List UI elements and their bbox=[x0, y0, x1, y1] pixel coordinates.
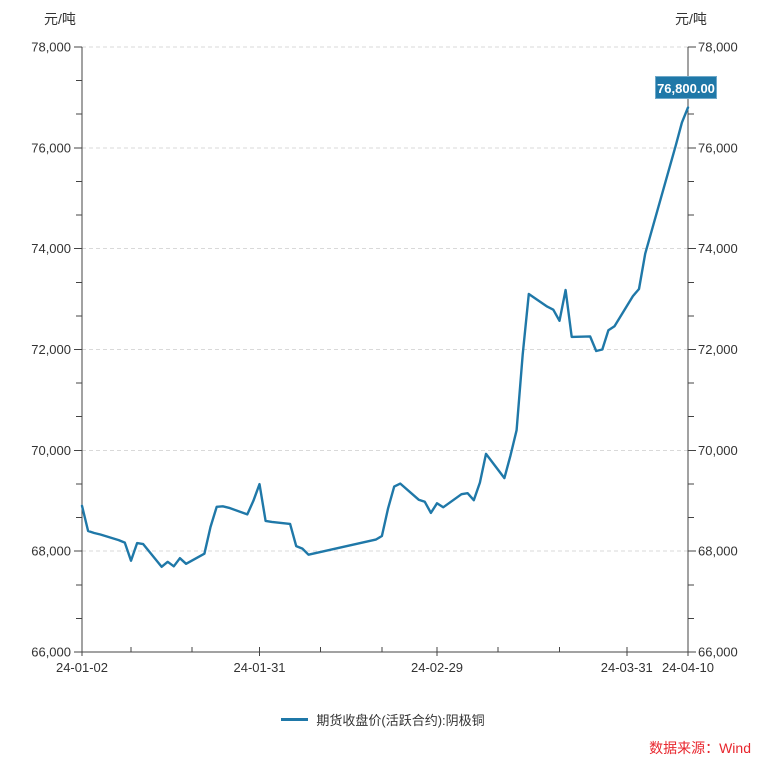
price-line bbox=[80, 106, 690, 568]
y-tick-label-right: 76,000 bbox=[698, 140, 738, 155]
y-tick-label-left: 70,000 bbox=[31, 443, 71, 458]
x-tick-label: 24-02-29 bbox=[411, 660, 463, 675]
x-tick-label: 24-01-31 bbox=[233, 660, 285, 675]
legend-series-label: 期货收盘价(活跃合约):阴极铜 bbox=[316, 712, 485, 728]
y-tick-label-left: 72,000 bbox=[31, 342, 71, 357]
y-axis-unit-left: 元/吨 bbox=[44, 11, 76, 27]
y-tick-label-right: 68,000 bbox=[698, 544, 738, 559]
legend: 期货收盘价(活跃合约):阴极铜 bbox=[0, 708, 766, 730]
y-tick-label-left: 68,000 bbox=[31, 544, 71, 559]
y-tick-label-right: 72,000 bbox=[698, 342, 738, 357]
y-tick-label-left: 76,000 bbox=[31, 140, 71, 155]
x-tick-label: 24-04-10 bbox=[662, 660, 714, 675]
y-tick-label-right: 66,000 bbox=[698, 645, 738, 660]
y-tick-label-left: 66,000 bbox=[31, 645, 71, 660]
legend-item[interactable]: 期货收盘价(活跃合约):阴极铜 bbox=[281, 710, 485, 729]
data-source-note: 数据来源：Wind bbox=[649, 740, 751, 756]
x-tick-label: 24-03-31 bbox=[601, 660, 653, 675]
y-tick-label-right: 78,000 bbox=[698, 40, 738, 55]
legend-line-swatch-icon bbox=[281, 717, 309, 721]
y-tick-label-right: 74,000 bbox=[698, 241, 738, 256]
y-axis-unit-right: 元/吨 bbox=[675, 11, 707, 27]
y-tick-label-left: 78,000 bbox=[31, 40, 71, 55]
x-tick-label: 24-01-02 bbox=[56, 660, 108, 675]
last-value-badge: 76,800.00 bbox=[655, 76, 717, 99]
y-tick-label-left: 74,000 bbox=[31, 241, 71, 256]
y-tick-label-right: 70,000 bbox=[698, 443, 738, 458]
